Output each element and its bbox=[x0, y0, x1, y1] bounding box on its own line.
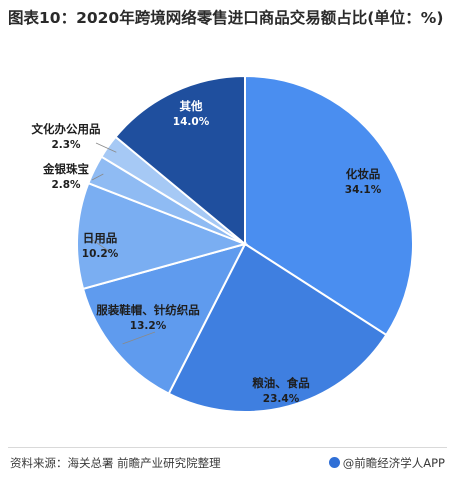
leader-line bbox=[91, 173, 104, 181]
slice-value-label: 2.8% bbox=[51, 179, 81, 191]
pie-slice bbox=[81, 242, 247, 396]
slice-value-label: 13.2% bbox=[130, 320, 167, 332]
slice-labels: 化妆品 34.1% 粮油、食品 23.4% 服装鞋帽、针纺织品 13.2% 日用品 10.2%… bbox=[32, 99, 382, 405]
leader-line bbox=[122, 331, 156, 345]
source-note: 资料来源：海关总署 前瞻产业研究院整理 bbox=[10, 456, 221, 470]
slice-name-label: 其他 bbox=[180, 99, 203, 113]
footer-divider bbox=[8, 447, 447, 448]
pie-slice bbox=[167, 242, 388, 413]
pie-chart: 化妆品 34.1% 粮油、食品 23.4% 服装鞋帽、针纺织品 13.2% 日用品 10.2%… bbox=[32, 74, 415, 413]
slice-value-label: 14.0% bbox=[173, 116, 210, 128]
slice-value-label: 23.4% bbox=[263, 393, 300, 405]
pie-slices bbox=[76, 74, 415, 413]
slice-name-label: 日用品 bbox=[83, 231, 118, 245]
slice-name-label: 粮油、食品 bbox=[252, 376, 310, 390]
slice-name-label: 文化办公用品 bbox=[32, 122, 101, 136]
slice-value-label: 10.2% bbox=[82, 248, 119, 260]
leader-lines bbox=[86, 142, 156, 345]
slice-name-label: 化妆品 bbox=[346, 167, 381, 181]
brand-text: @前瞻经济学人APP bbox=[342, 456, 445, 470]
pie-slice bbox=[76, 181, 249, 291]
leader-line bbox=[95, 142, 117, 153]
pie-slice bbox=[114, 74, 246, 247]
chart-title: 图表10：2020年跨境网络零售进口商品交易额占比(单位：%) bbox=[8, 9, 444, 27]
slice-value-label: 34.1% bbox=[345, 184, 382, 196]
slice-value-label: 2.3% bbox=[51, 139, 81, 151]
brand-logo-icon bbox=[328, 457, 340, 468]
slice-name-label: 服装鞋帽、针纺织品 bbox=[96, 303, 200, 317]
slice-name-label: 金银珠宝 bbox=[42, 162, 89, 176]
leader-line bbox=[86, 235, 111, 253]
brand-credit: @前瞻经济学人APP bbox=[328, 455, 445, 471]
